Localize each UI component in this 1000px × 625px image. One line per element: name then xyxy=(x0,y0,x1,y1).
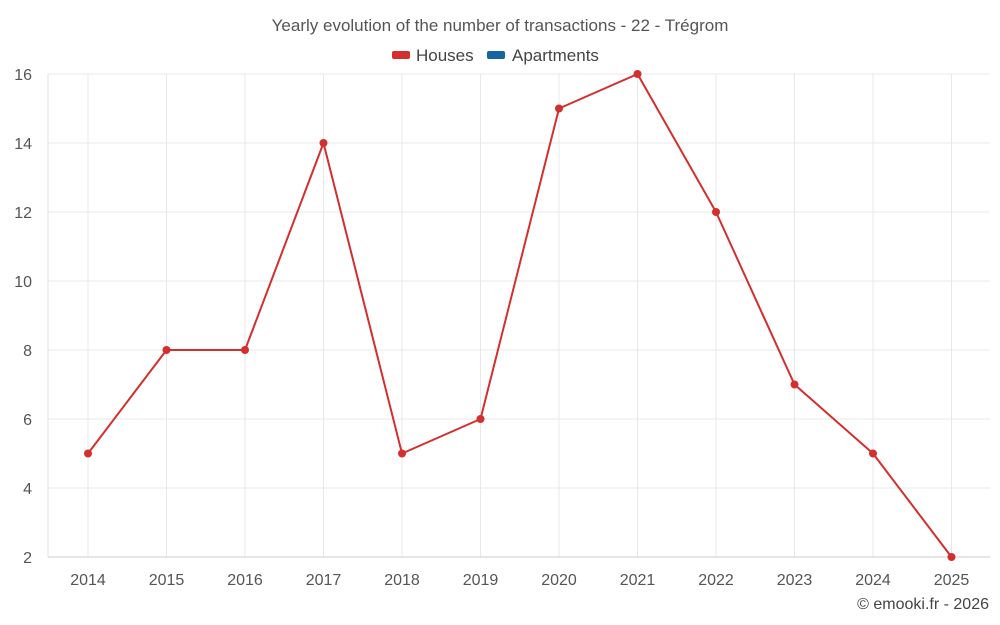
data-point-houses-2016[interactable] xyxy=(241,346,249,354)
series-line-houses xyxy=(87,73,953,558)
y-tick-label: 12 xyxy=(14,205,32,222)
data-point-houses-2019[interactable] xyxy=(476,415,485,423)
x-tick-label: 2022 xyxy=(698,572,734,589)
x-tick-label: 2021 xyxy=(620,572,656,589)
x-tick-label: 2025 xyxy=(934,572,970,589)
y-tick-label: 14 xyxy=(14,136,32,153)
y-tick-label: 6 xyxy=(23,412,32,429)
chart-title: Yearly evolution of the number of transa… xyxy=(272,16,729,35)
series-layer xyxy=(84,70,956,561)
x-tick-label: 2016 xyxy=(227,572,263,589)
legend-swatch-houses[interactable] xyxy=(392,51,410,59)
x-tick-label: 2017 xyxy=(306,572,342,589)
legend-label-houses[interactable]: Houses xyxy=(416,46,474,65)
legend-swatch-apartments[interactable] xyxy=(487,51,505,59)
y-tick-label: 4 xyxy=(23,481,32,498)
legend-label-apartments[interactable]: Apartments xyxy=(512,46,599,65)
data-point-houses-2018[interactable] xyxy=(398,449,406,458)
data-point-houses-2015[interactable] xyxy=(162,346,171,354)
axis-layer: 2 4 6 8 10 12 14 16 2014 2015 2016 2017 2018 2019 2020… xyxy=(14,67,990,589)
data-point-houses-2014[interactable] xyxy=(84,449,92,458)
x-tick-label: 2014 xyxy=(70,572,106,589)
data-point-houses-2025[interactable] xyxy=(947,553,956,561)
x-tick-label: 2020 xyxy=(541,572,577,589)
y-tick-label: 2 xyxy=(23,550,32,567)
x-tick-label: 2015 xyxy=(149,572,185,589)
legend: Houses Apartments xyxy=(392,46,599,65)
x-tick-label: 2018 xyxy=(384,572,420,589)
credit-text: © emooki.fr - 2026 xyxy=(857,596,989,613)
y-tick-label: 16 xyxy=(14,67,32,84)
data-point-houses-2017[interactable] xyxy=(319,139,328,147)
data-point-houses-2020[interactable] xyxy=(555,104,563,113)
x-tick-label: 2023 xyxy=(777,572,813,589)
y-tick-label: 10 xyxy=(14,274,32,291)
x-tick-label: 2019 xyxy=(463,572,499,589)
x-tick-label: 2024 xyxy=(855,572,891,589)
data-point-houses-2024[interactable] xyxy=(869,449,877,458)
y-tick-label: 8 xyxy=(23,343,32,360)
grid-layer xyxy=(48,73,990,557)
data-point-houses-2021[interactable] xyxy=(633,70,642,78)
data-point-houses-2023[interactable] xyxy=(790,380,799,389)
data-point-houses-2022[interactable] xyxy=(712,208,720,216)
